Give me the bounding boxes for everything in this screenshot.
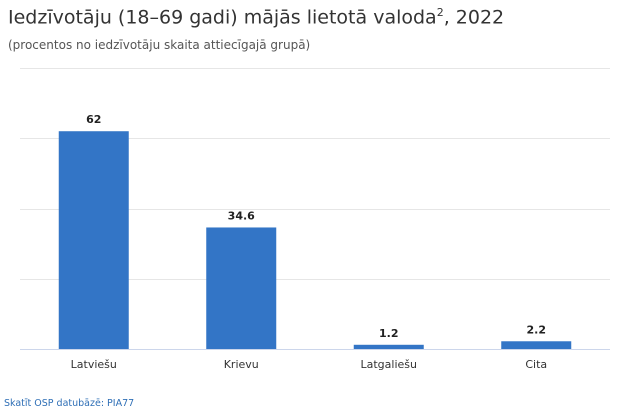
bar bbox=[206, 227, 277, 349]
bar bbox=[501, 341, 572, 349]
bar bbox=[58, 131, 129, 349]
x-tick-label: Cita bbox=[525, 358, 547, 371]
data-label: 62 bbox=[86, 113, 101, 126]
source-link[interactable]: Skatīt OSP datubāzē: PIA77 bbox=[4, 398, 135, 409]
chart-title-year: , 2022 bbox=[443, 6, 505, 29]
x-tick-label: Latgaliešu bbox=[361, 358, 418, 371]
chart-title: Iedzīvotāju (18–69 gadi) mājās lietotā v… bbox=[8, 6, 504, 28]
data-label: 2.2 bbox=[527, 323, 547, 336]
x-tick-label: Krievu bbox=[224, 358, 259, 371]
x-tick-label: Latviešu bbox=[71, 358, 117, 371]
chart-title-footnote: 2 bbox=[436, 6, 444, 19]
chart-subtitle: (procentos no iedzīvotāju skaita attiecī… bbox=[8, 38, 311, 52]
bar bbox=[353, 344, 424, 349]
data-label: 1.2 bbox=[379, 327, 399, 340]
chart-title-main: Iedzīvotāju (18–69 gadi) mājās lietotā v… bbox=[8, 6, 437, 29]
data-label: 34.6 bbox=[228, 209, 255, 222]
